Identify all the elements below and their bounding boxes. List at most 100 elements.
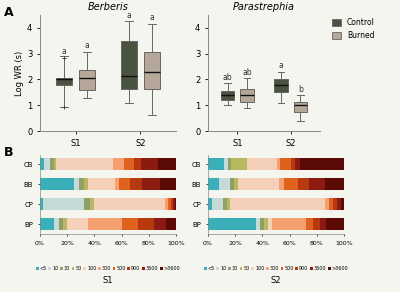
PathPatch shape [221, 91, 234, 100]
Bar [59, 218, 63, 230]
Text: S1: S1 [103, 276, 113, 285]
Bar [337, 198, 341, 210]
Text: a: a [279, 61, 284, 70]
Bar [56, 158, 114, 170]
Bar [341, 198, 344, 210]
Bar [130, 178, 142, 190]
Title: Berberis: Berberis [88, 2, 128, 13]
Bar [124, 158, 134, 170]
Title: Parastrephia: Parastrephia [233, 2, 295, 13]
Bar [119, 178, 130, 190]
Bar [74, 178, 80, 190]
Bar [67, 218, 88, 230]
Bar [142, 178, 160, 190]
Bar [50, 158, 54, 170]
Bar [122, 218, 138, 230]
Bar [170, 198, 173, 210]
Bar [309, 178, 325, 190]
Bar [223, 198, 228, 210]
Bar [329, 198, 333, 210]
Legend: <5, 10, 30, 50, 100, 300, 500, 900, 3600, >3600: <5, 10, 30, 50, 100, 300, 500, 900, 3600… [204, 266, 348, 271]
Bar [324, 198, 329, 210]
Bar [228, 158, 231, 170]
Bar [212, 198, 223, 210]
Bar [219, 178, 230, 190]
PathPatch shape [121, 41, 137, 88]
PathPatch shape [294, 102, 307, 112]
Bar [90, 198, 94, 210]
PathPatch shape [240, 88, 254, 102]
Y-axis label: Log WR (s): Log WR (s) [15, 51, 24, 95]
Bar [234, 178, 238, 190]
Bar [268, 218, 272, 230]
Bar [298, 178, 309, 190]
Bar [280, 158, 291, 170]
Bar [230, 178, 234, 190]
PathPatch shape [79, 70, 95, 90]
Bar [264, 218, 268, 230]
Bar [224, 158, 228, 170]
Bar [63, 218, 67, 230]
Text: b: b [298, 85, 303, 94]
Bar [248, 158, 277, 170]
Bar [158, 158, 176, 170]
Bar [208, 158, 224, 170]
Bar [277, 158, 280, 170]
Text: S2: S2 [271, 276, 281, 285]
Bar [272, 218, 306, 230]
Bar [40, 198, 43, 210]
Text: B: B [4, 146, 14, 159]
Bar [115, 178, 119, 190]
Bar [260, 218, 264, 230]
Bar [154, 218, 166, 230]
Text: ab: ab [242, 68, 252, 77]
Bar [80, 178, 84, 190]
Bar [231, 158, 248, 170]
Bar [44, 158, 50, 170]
Bar [43, 198, 84, 210]
Bar [141, 158, 158, 170]
Bar [134, 158, 141, 170]
Bar [54, 218, 59, 230]
Text: a: a [150, 13, 154, 22]
Bar [40, 158, 44, 170]
Bar [208, 198, 212, 210]
Text: a: a [126, 11, 131, 20]
Bar [40, 178, 74, 190]
Bar [166, 218, 176, 230]
Bar [284, 178, 298, 190]
Bar [88, 218, 122, 230]
Text: A: A [4, 6, 14, 19]
Bar [54, 158, 56, 170]
Bar [114, 158, 124, 170]
Bar [165, 198, 168, 210]
Bar [40, 218, 54, 230]
Bar [230, 198, 324, 210]
Bar [208, 218, 256, 230]
Bar [238, 178, 279, 190]
Legend: Control, Burned: Control, Burned [332, 18, 375, 40]
Bar [138, 218, 154, 230]
Bar [173, 198, 175, 210]
Bar [333, 198, 337, 210]
Bar [325, 178, 344, 190]
Bar [175, 198, 176, 210]
Bar [291, 158, 295, 170]
Bar [94, 198, 165, 210]
Bar [300, 158, 344, 170]
Bar [313, 218, 320, 230]
Text: ab: ab [223, 73, 232, 82]
Bar [208, 178, 219, 190]
PathPatch shape [274, 79, 288, 93]
PathPatch shape [56, 78, 72, 85]
Legend: <5, 10, 30, 50, 100, 300, 500, 900, 3600, >3600: <5, 10, 30, 50, 100, 300, 500, 900, 3600… [36, 266, 180, 271]
Text: a: a [62, 46, 66, 55]
Bar [326, 218, 344, 230]
Bar [160, 178, 176, 190]
Bar [168, 198, 170, 210]
PathPatch shape [144, 52, 160, 88]
Text: a: a [85, 41, 90, 50]
Bar [320, 218, 326, 230]
Bar [84, 198, 90, 210]
Bar [228, 198, 230, 210]
